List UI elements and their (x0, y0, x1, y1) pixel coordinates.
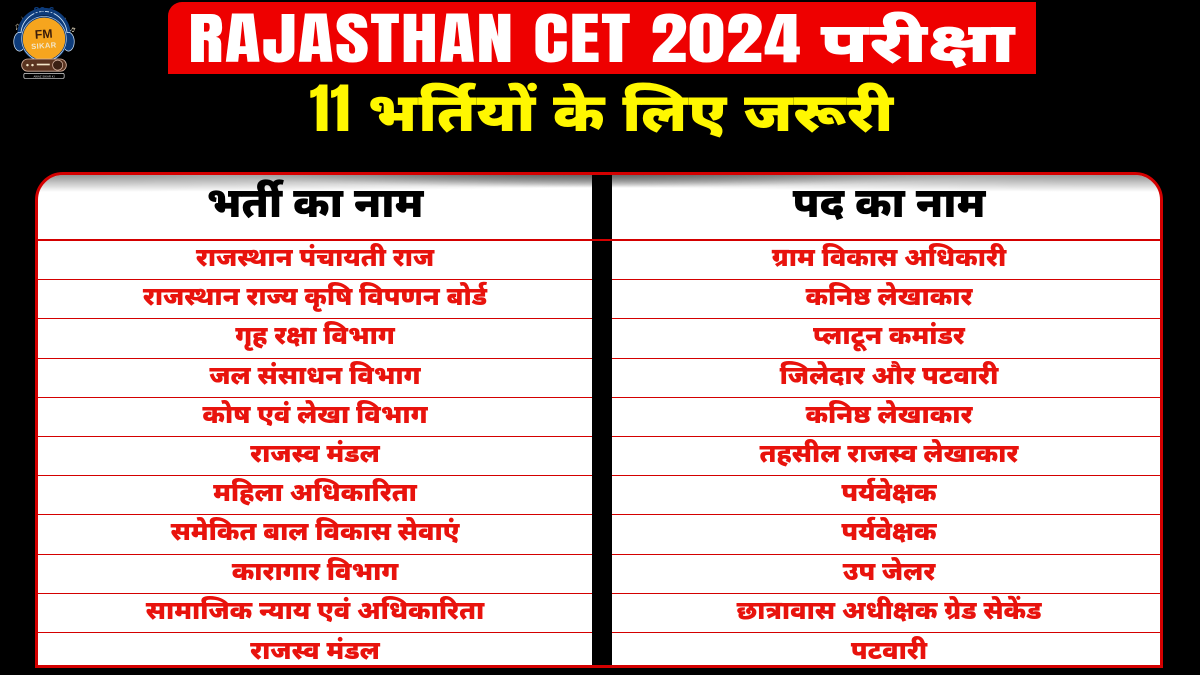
svg-text:AWAZ SIKAR KI: AWAZ SIKAR KI (33, 74, 54, 78)
svg-text:FM: FM (34, 27, 53, 42)
svg-text:SIKAR: SIKAR (31, 40, 57, 51)
